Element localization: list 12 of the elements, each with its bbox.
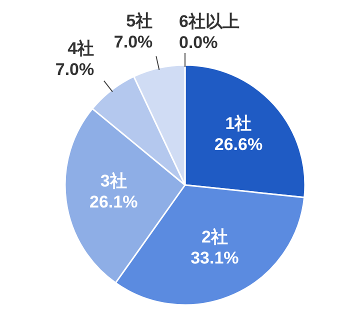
category-label: 6社以上 [179, 12, 240, 31]
slice-label: 2社 [201, 228, 228, 247]
data-label: 7.0% [114, 32, 153, 52]
slice-label: 4社 [68, 39, 94, 58]
data-label: 26.1% [90, 192, 138, 212]
text: 0.0% [179, 33, 218, 52]
data-label: 33.1% [190, 248, 239, 268]
slice-label: 3社 [100, 171, 127, 190]
slice-label: 5社 [126, 12, 153, 31]
slice-label: 1社 [225, 114, 252, 133]
data-label: 7.0% [55, 60, 94, 80]
data-label: 26.6% [214, 134, 263, 154]
